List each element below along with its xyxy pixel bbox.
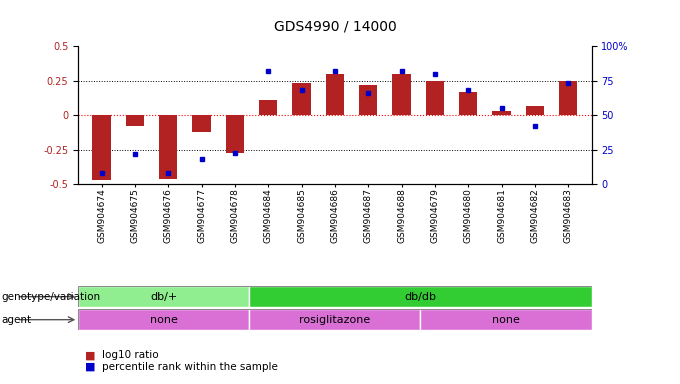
Text: db/+: db/+ (150, 291, 177, 302)
Bar (92, 115, 111, 180)
Text: GDS4990 / 14000: GDS4990 / 14000 (273, 19, 396, 33)
Text: rosiglitazone: rosiglitazone (299, 314, 371, 325)
Bar (426, 81, 444, 115)
Bar (526, 106, 544, 115)
Text: percentile rank within the sample: percentile rank within the sample (102, 362, 278, 372)
Text: log10 ratio: log10 ratio (102, 350, 158, 360)
Bar (78, 286, 250, 307)
Bar (292, 83, 311, 115)
Text: ■: ■ (85, 350, 99, 360)
Bar (420, 309, 592, 330)
Bar (392, 74, 411, 115)
Bar (326, 74, 344, 115)
Bar (250, 286, 592, 307)
Bar (226, 115, 244, 152)
Bar (159, 115, 177, 179)
Text: none: none (492, 314, 520, 325)
Bar (78, 309, 250, 330)
Text: none: none (150, 314, 177, 325)
Bar (192, 115, 211, 132)
Text: agent: agent (1, 314, 31, 325)
Bar (250, 309, 420, 330)
Text: ■: ■ (85, 362, 99, 372)
Bar (559, 81, 577, 115)
Bar (126, 115, 144, 126)
Bar (459, 92, 477, 115)
Text: db/db: db/db (405, 291, 437, 302)
Bar (492, 111, 511, 115)
Text: genotype/variation: genotype/variation (1, 291, 101, 302)
Bar (259, 100, 277, 115)
Bar (359, 85, 377, 115)
